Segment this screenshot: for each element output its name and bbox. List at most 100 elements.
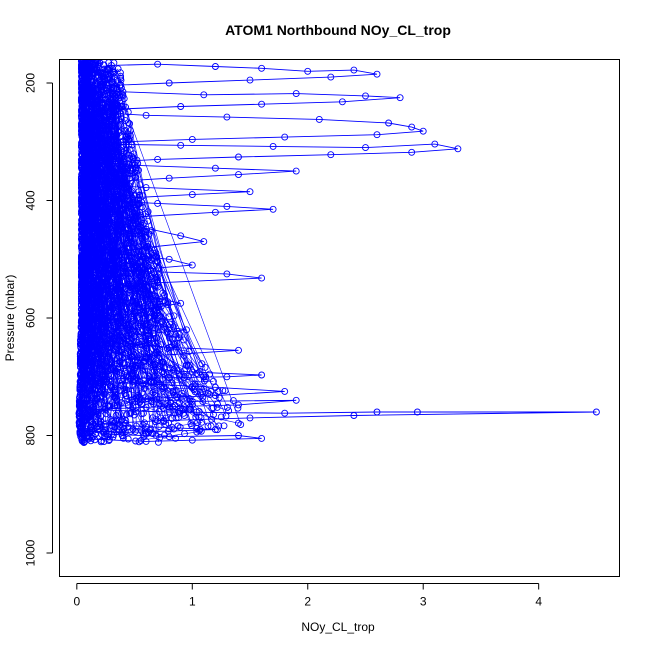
- data-point: [119, 308, 127, 316]
- data-point: [129, 382, 137, 389]
- y-tick-label: 800: [24, 425, 38, 445]
- axes: 0 1 2 3 4 200 400 600 800 1000: [24, 73, 543, 609]
- data-point: [90, 108, 98, 116]
- data-point: [86, 256, 94, 264]
- series-segment: [101, 174, 121, 322]
- data-point: [237, 421, 245, 429]
- data-point: [83, 368, 91, 376]
- data-point: [116, 69, 124, 77]
- data-point: [327, 151, 335, 159]
- data-point: [373, 408, 381, 416]
- data-point: [96, 420, 104, 428]
- data-point: [131, 161, 139, 169]
- y-tick-label: 600: [24, 308, 38, 328]
- data-point: [165, 343, 173, 351]
- data-point: [201, 363, 209, 371]
- data-point: [223, 202, 231, 210]
- data-point: [126, 375, 134, 383]
- data-point: [81, 221, 89, 229]
- data-point: [159, 358, 167, 366]
- data-point: [162, 414, 170, 422]
- series-segment: [101, 72, 121, 161]
- data-point: [88, 237, 96, 245]
- data-point: [258, 100, 266, 108]
- data-point: [125, 232, 133, 240]
- data-point: [258, 274, 266, 282]
- data-point: [96, 197, 104, 204]
- data-point: [350, 412, 358, 419]
- data-point: [154, 199, 162, 207]
- x-tick-label: 4: [535, 595, 542, 609]
- data-point: [75, 401, 83, 409]
- data-point: [110, 199, 118, 207]
- data-point: [109, 228, 117, 236]
- data-point: [138, 337, 146, 345]
- data-point: [150, 378, 158, 386]
- data-point: [154, 283, 162, 291]
- data-point: [188, 383, 196, 391]
- data-point: [119, 194, 127, 202]
- data-point: [125, 332, 133, 340]
- data-point: [109, 70, 117, 78]
- data-point: [170, 425, 178, 433]
- series-0: [79, 59, 600, 445]
- series-segment: [97, 174, 166, 405]
- data-point: [133, 285, 141, 293]
- data-point: [135, 438, 143, 446]
- data-point: [184, 362, 192, 370]
- data-point: [119, 88, 127, 96]
- data-point: [154, 258, 162, 266]
- series-segment: [91, 154, 96, 402]
- data-point: [223, 113, 231, 121]
- data-point: [76, 370, 84, 378]
- data-point: [84, 412, 92, 420]
- data-point: [152, 431, 160, 439]
- data-point: [76, 358, 84, 365]
- data-point: [165, 174, 173, 182]
- series-segment: [113, 190, 137, 374]
- data-point: [168, 379, 176, 387]
- data-point: [304, 67, 312, 75]
- data-point: [165, 255, 173, 263]
- y-axis-label: Pressure (mbar): [3, 275, 17, 362]
- data-point: [188, 191, 196, 199]
- data-point: [78, 187, 86, 195]
- data-point: [258, 371, 266, 379]
- data-point: [292, 90, 300, 98]
- data-point: [139, 430, 147, 438]
- data-point: [115, 300, 123, 308]
- data-point: [84, 435, 92, 443]
- data-point: [96, 82, 104, 90]
- data-point: [80, 137, 88, 144]
- data-point: [108, 285, 115, 293]
- data-point: [177, 232, 185, 240]
- data-point: [220, 422, 228, 430]
- data-point: [110, 186, 118, 194]
- series-segment: [100, 304, 120, 416]
- data-point: [85, 245, 93, 252]
- data-point: [138, 400, 146, 408]
- series-segment: [80, 262, 141, 355]
- data-point: [246, 414, 254, 422]
- data-point: [120, 206, 128, 213]
- series-segment: [107, 211, 189, 366]
- data-point: [158, 385, 166, 393]
- data-point: [142, 244, 150, 251]
- data-point: [142, 403, 150, 411]
- data-point: [86, 70, 94, 77]
- series-segment: [122, 95, 174, 327]
- data-point: [292, 396, 300, 404]
- data-point: [172, 414, 180, 422]
- data-point: [102, 338, 110, 345]
- data-point: [142, 380, 150, 388]
- data-point: [84, 85, 92, 93]
- data-point: [82, 211, 90, 219]
- data-point: [124, 423, 132, 431]
- data-point: [315, 115, 323, 123]
- data-point: [100, 438, 108, 445]
- data-point: [137, 259, 145, 266]
- data-point: [172, 331, 180, 339]
- data-point: [177, 141, 185, 149]
- data-point: [186, 403, 194, 411]
